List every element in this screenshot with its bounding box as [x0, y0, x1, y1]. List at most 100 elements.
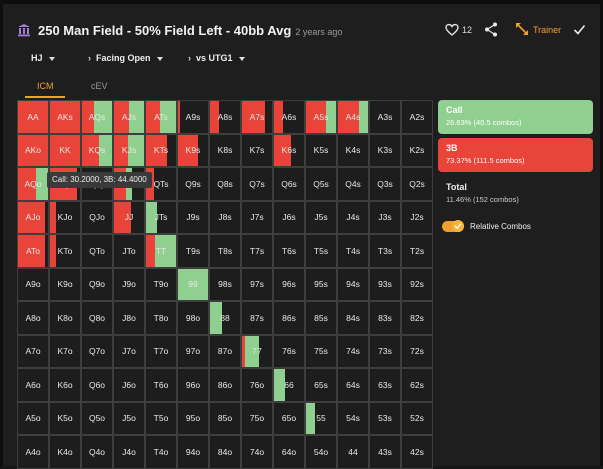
- hand-cell[interactable]: 74s: [337, 334, 369, 368]
- hand-cell[interactable]: 96s: [273, 267, 305, 301]
- hand-cell[interactable]: 65s: [305, 368, 337, 402]
- hand-cell[interactable]: 77: [241, 334, 273, 368]
- hand-cell[interactable]: A8o: [17, 301, 49, 335]
- hand-cell[interactable]: AQs: [81, 100, 113, 134]
- hand-cell[interactable]: 75o: [241, 401, 273, 435]
- hand-cell[interactable]: T4o: [145, 435, 177, 469]
- hand-cell[interactable]: 54o: [305, 435, 337, 469]
- hand-cell[interactable]: J2s: [401, 200, 433, 234]
- hand-cell[interactable]: 62s: [401, 368, 433, 402]
- hand-cell[interactable]: 72s: [401, 334, 433, 368]
- hand-cell[interactable]: 84o: [209, 435, 241, 469]
- hand-cell[interactable]: K2s: [401, 133, 433, 167]
- hand-cell[interactable]: A4s: [337, 100, 369, 134]
- hand-cell[interactable]: K3s: [369, 133, 401, 167]
- trainer-button[interactable]: Trainer: [533, 25, 562, 35]
- hand-cell[interactable]: J6o: [113, 368, 145, 402]
- hand-cell[interactable]: JTs: [145, 200, 177, 234]
- hand-cell[interactable]: TT: [145, 234, 177, 268]
- hand-cell[interactable]: 76s: [273, 334, 305, 368]
- hand-cell[interactable]: J7s: [241, 200, 273, 234]
- tab-icm[interactable]: ICM: [37, 81, 54, 91]
- hand-cell[interactable]: ATs: [145, 100, 177, 134]
- heart-icon[interactable]: [445, 23, 459, 37]
- hand-cell[interactable]: AA: [17, 100, 49, 134]
- hand-cell[interactable]: 53s: [369, 401, 401, 435]
- hand-cell[interactable]: 97s: [241, 267, 273, 301]
- hand-cell[interactable]: T7s: [241, 234, 273, 268]
- hand-cell[interactable]: Q4s: [337, 167, 369, 201]
- hand-cell[interactable]: A7o: [17, 334, 49, 368]
- hand-cell[interactable]: Q8o: [81, 301, 113, 335]
- position-dropdown[interactable]: HJ: [31, 53, 55, 63]
- hand-cell[interactable]: 98s: [209, 267, 241, 301]
- hand-cell[interactable]: 54s: [337, 401, 369, 435]
- hand-cell[interactable]: K9o: [49, 267, 81, 301]
- hand-cell[interactable]: 97o: [177, 334, 209, 368]
- hand-cell[interactable]: T8s: [209, 234, 241, 268]
- call-action-card[interactable]: Call 26.63% (40.5 combos): [438, 100, 593, 134]
- hand-cell[interactable]: KTo: [49, 234, 81, 268]
- hand-cell[interactable]: 43s: [369, 435, 401, 469]
- hand-cell[interactable]: T4s: [337, 234, 369, 268]
- share-icon[interactable]: [484, 22, 498, 37]
- hand-cell[interactable]: Q4o: [81, 435, 113, 469]
- hand-cell[interactable]: A3s: [369, 100, 401, 134]
- hand-cell[interactable]: T8o: [145, 301, 177, 335]
- hand-cell[interactable]: KJs: [113, 133, 145, 167]
- hand-cell[interactable]: J4o: [113, 435, 145, 469]
- hand-cell[interactable]: K4o: [49, 435, 81, 469]
- hand-cell[interactable]: 83s: [369, 301, 401, 335]
- hand-cell[interactable]: AQo: [17, 167, 49, 201]
- hand-cell[interactable]: ATo: [17, 234, 49, 268]
- hand-cell[interactable]: 92s: [401, 267, 433, 301]
- hand-cell[interactable]: 94o: [177, 435, 209, 469]
- hand-cell[interactable]: T5s: [305, 234, 337, 268]
- hand-cell[interactable]: 86o: [209, 368, 241, 402]
- hand-cell[interactable]: A6s: [273, 100, 305, 134]
- relative-combos-toggle[interactable]: [442, 219, 464, 232]
- hand-cell[interactable]: 66: [273, 368, 305, 402]
- hand-cell[interactable]: A4o: [17, 435, 49, 469]
- hand-cell[interactable]: J5o: [113, 401, 145, 435]
- hand-cell[interactable]: AJs: [113, 100, 145, 134]
- hand-cell[interactable]: Q5o: [81, 401, 113, 435]
- hand-cell[interactable]: A5s: [305, 100, 337, 134]
- hand-cell[interactable]: K6o: [49, 368, 81, 402]
- hand-cell[interactable]: 64s: [337, 368, 369, 402]
- hand-cell[interactable]: T6s: [273, 234, 305, 268]
- hand-cell[interactable]: J7o: [113, 334, 145, 368]
- hand-cell[interactable]: JJ: [113, 200, 145, 234]
- hand-cell[interactable]: KJo: [49, 200, 81, 234]
- hand-cell[interactable]: 55: [305, 401, 337, 435]
- hand-cell[interactable]: J8o: [113, 301, 145, 335]
- hand-cell[interactable]: 73s: [369, 334, 401, 368]
- hand-cell[interactable]: A7s: [241, 100, 273, 134]
- hand-cell[interactable]: J9s: [177, 200, 209, 234]
- hand-cell[interactable]: QTo: [81, 234, 113, 268]
- hand-cell[interactable]: 86s: [273, 301, 305, 335]
- hand-cell[interactable]: K9s: [177, 133, 209, 167]
- hand-cell[interactable]: K6s: [273, 133, 305, 167]
- hand-cell[interactable]: 74o: [241, 435, 273, 469]
- hand-cell[interactable]: T9o: [145, 267, 177, 301]
- hand-cell[interactable]: KK: [49, 133, 81, 167]
- hand-cell[interactable]: Q6o: [81, 368, 113, 402]
- hand-cell[interactable]: 85o: [209, 401, 241, 435]
- hand-cell[interactable]: 64o: [273, 435, 305, 469]
- hand-cell[interactable]: 44: [337, 435, 369, 469]
- hand-cell[interactable]: 85s: [305, 301, 337, 335]
- hand-cell[interactable]: K5o: [49, 401, 81, 435]
- hand-cell[interactable]: 42s: [401, 435, 433, 469]
- hand-cell[interactable]: Q3s: [369, 167, 401, 201]
- hand-cell[interactable]: T2s: [401, 234, 433, 268]
- hand-cell[interactable]: T5o: [145, 401, 177, 435]
- hand-cell[interactable]: J8s: [209, 200, 241, 234]
- hand-cell[interactable]: J6s: [273, 200, 305, 234]
- expand-arrows-icon[interactable]: [515, 22, 529, 36]
- tab-cev[interactable]: cEV: [91, 81, 108, 91]
- hand-cell[interactable]: AKs: [49, 100, 81, 134]
- hand-cell[interactable]: 87o: [209, 334, 241, 368]
- hand-cell[interactable]: 75s: [305, 334, 337, 368]
- hand-cell[interactable]: Q8s: [209, 167, 241, 201]
